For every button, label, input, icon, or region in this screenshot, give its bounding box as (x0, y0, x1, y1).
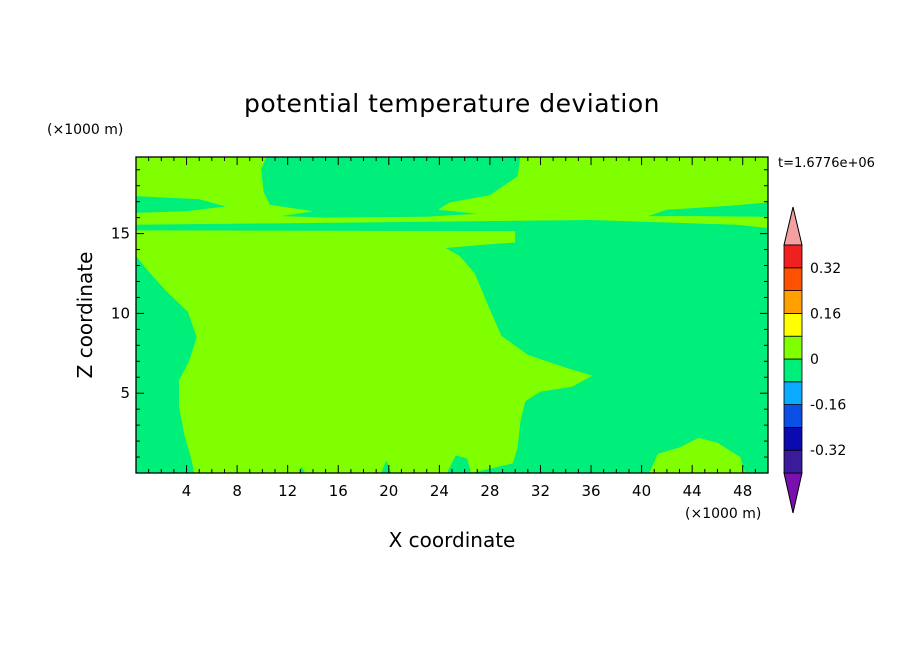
x-tick-label: 32 (531, 482, 550, 500)
y-tick-label: 5 (120, 384, 130, 402)
colorbar-label: 0 (810, 352, 819, 368)
colorbar-segment (783, 358, 803, 383)
colorbar-segment (783, 381, 803, 405)
x-tick-label: 24 (430, 482, 449, 500)
colorbar-segment (783, 404, 803, 428)
x-tick-label: 28 (480, 482, 499, 500)
colorbar-segment (783, 335, 803, 360)
x-tick-label: 36 (581, 482, 600, 500)
colorbar-label: -0.32 (810, 443, 846, 459)
colorbar-segment (783, 290, 803, 314)
contour-fills (136, 157, 768, 473)
y-axis-label: Z coordinate (73, 252, 97, 379)
y-tick-label: 10 (111, 304, 130, 322)
colorbar-segment (783, 244, 803, 269)
x-tick-label: 8 (232, 482, 242, 500)
colorbar-segment (783, 312, 803, 337)
colorbar-segment (783, 267, 803, 291)
x-tick-label: 16 (329, 482, 348, 500)
x-tick-label: 12 (278, 482, 297, 500)
colorbar-over-arrow (783, 206, 803, 246)
colorbar-label: 0.16 (810, 306, 841, 322)
surface-bubble-a (446, 455, 471, 473)
upper-positive-band (136, 157, 768, 228)
x-tick-label: 48 (733, 482, 752, 500)
colorbar-under-arrow (783, 472, 803, 514)
surface-bubble-c (136, 458, 149, 473)
surface-blob-a (328, 431, 351, 473)
x-tick-label: 20 (379, 482, 398, 500)
right-surface-positive (649, 437, 746, 473)
x-axis-label: X coordinate (389, 528, 516, 552)
time-label: t=1.6776e+06 (778, 156, 875, 171)
colorbar-segment (783, 449, 803, 474)
colorbar: -0.32 -0.16 0 0.16 0.32 (783, 206, 846, 514)
x-tick-label: 4 (182, 482, 192, 500)
colorbar-label: -0.16 (810, 398, 846, 414)
colorbar-segment (783, 426, 803, 451)
colorbar-label: 0.32 (810, 261, 841, 277)
x-tick-label: 40 (632, 482, 651, 500)
x-axis-unit: (×1000 m) (685, 506, 761, 522)
y-axis-unit: (×1000 m) (47, 122, 123, 138)
chart-title: potential temperature deviation (244, 89, 660, 118)
x-tick-label: 44 (683, 482, 702, 500)
main-positive-body (136, 230, 593, 473)
y-tick-label: 15 (111, 225, 130, 243)
